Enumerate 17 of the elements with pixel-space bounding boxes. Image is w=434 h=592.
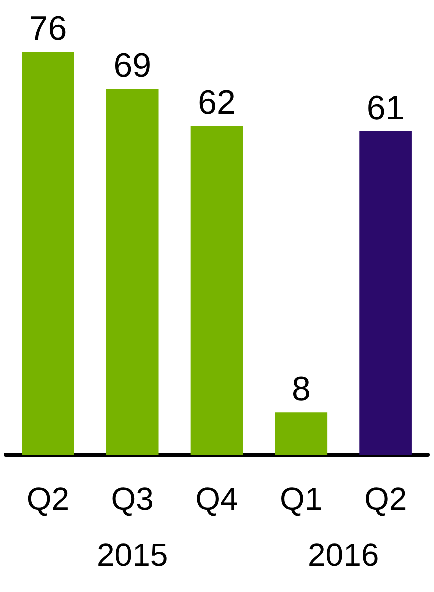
data-label: 8 xyxy=(292,370,311,409)
data-label: 62 xyxy=(198,84,236,122)
text: 2016 xyxy=(308,537,380,573)
bar xyxy=(275,412,328,455)
x-tick-label: Q4 xyxy=(196,481,238,517)
bar xyxy=(190,126,244,455)
bar xyxy=(106,89,159,455)
data-label: 61 xyxy=(366,90,405,128)
data-label: 69 xyxy=(114,47,152,86)
x-tick-label: Q2 xyxy=(26,481,70,517)
text: 2015 xyxy=(97,537,168,573)
bar xyxy=(360,132,412,455)
data-label: 76 xyxy=(29,10,68,48)
x-tick-label: Q2 xyxy=(364,481,408,517)
bar xyxy=(22,52,74,455)
x-tick-label: Q3 xyxy=(111,481,154,517)
x-tick-label: Q1 xyxy=(280,481,323,517)
